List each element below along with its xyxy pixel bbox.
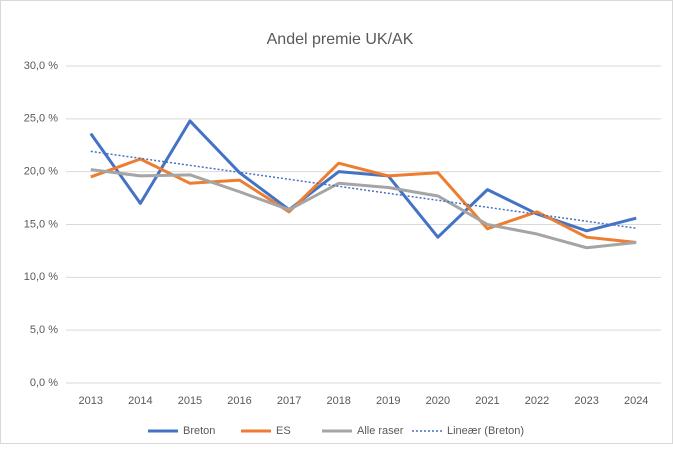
chart-title: Andel premie UK/AK [267, 31, 414, 48]
y-tick-label: 5,0 % [30, 324, 58, 336]
x-tick-label: 2020 [426, 395, 450, 407]
y-tick-label: 30,0 % [24, 60, 58, 72]
legend-label: ES [276, 425, 291, 437]
x-tick-label: 2021 [475, 395, 499, 407]
x-tick-label: 2017 [277, 395, 301, 407]
y-tick-label: 0,0 % [30, 377, 58, 389]
series-line [90, 168, 637, 250]
x-tick-label: 2013 [79, 395, 103, 407]
x-tick-label: 2022 [525, 395, 549, 407]
y-tick-label: 20,0 % [24, 166, 58, 178]
series-line [90, 157, 637, 244]
x-tick-label: 2019 [376, 395, 400, 407]
y-tick-label: 10,0 % [24, 271, 58, 283]
x-tick-label: 2015 [178, 395, 202, 407]
y-tick-label: 25,0 % [24, 113, 58, 125]
legend-label: Alle raser [357, 425, 404, 437]
y-tick-label: 15,0 % [24, 218, 58, 230]
x-tick-label: 2023 [574, 395, 598, 407]
legend-label: Breton [183, 425, 215, 437]
x-tick-label: 2018 [326, 395, 350, 407]
x-tick-label: 2014 [128, 395, 152, 407]
x-tick-label: 2016 [227, 395, 251, 407]
x-tick-label: 2024 [624, 395, 648, 407]
legend-label: Lineær (Breton) [447, 425, 524, 437]
